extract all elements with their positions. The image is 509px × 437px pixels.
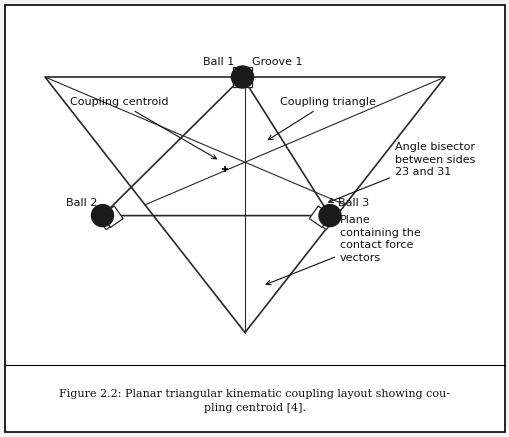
Circle shape (318, 205, 341, 227)
Polygon shape (232, 67, 252, 87)
Polygon shape (101, 206, 123, 227)
Polygon shape (97, 208, 119, 229)
Text: Figure 2.2: Planar triangular kinematic coupling layout showing cou-
pling centr: Figure 2.2: Planar triangular kinematic … (60, 389, 449, 413)
Circle shape (91, 205, 114, 227)
Text: Ball 3: Ball 3 (337, 198, 369, 208)
FancyBboxPatch shape (5, 5, 504, 432)
Text: Ball 1: Ball 1 (203, 57, 234, 67)
Circle shape (231, 66, 253, 88)
Text: Groove 1: Groove 1 (252, 57, 302, 67)
Text: Angle bisector
between sides
23 and 31: Angle bisector between sides 23 and 31 (328, 142, 474, 202)
Polygon shape (313, 208, 334, 229)
Text: Plane
containing the
contact force
vectors: Plane containing the contact force vecto… (266, 215, 420, 285)
Text: Coupling centroid: Coupling centroid (70, 97, 216, 159)
Text: Ball 2: Ball 2 (66, 198, 97, 208)
Polygon shape (309, 206, 330, 227)
Text: Coupling triangle: Coupling triangle (268, 97, 375, 140)
